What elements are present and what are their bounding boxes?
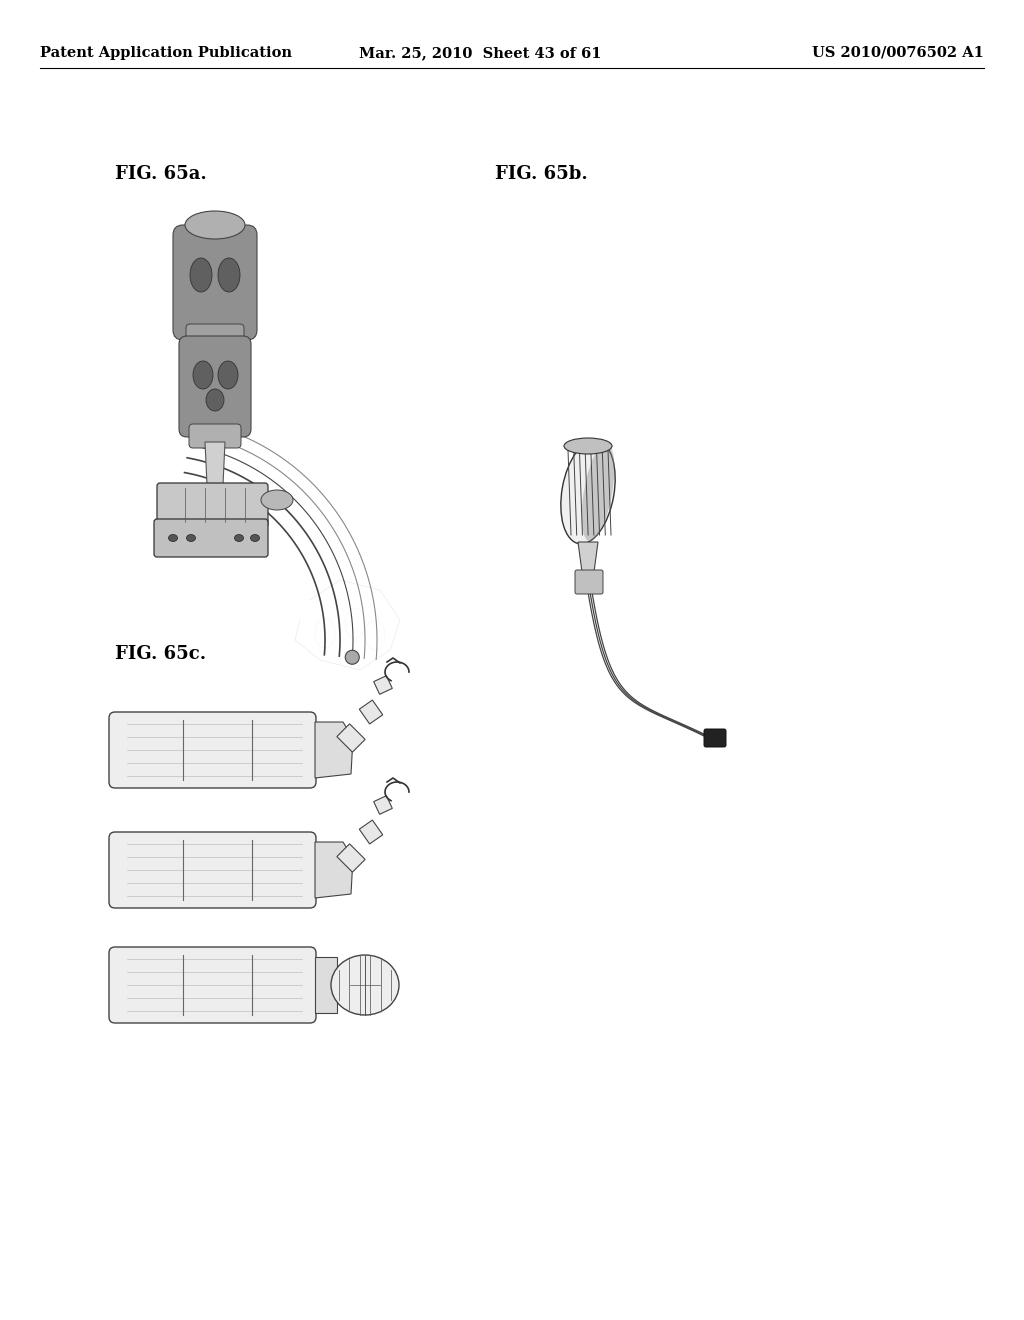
Ellipse shape bbox=[261, 490, 293, 510]
FancyBboxPatch shape bbox=[186, 323, 244, 350]
Ellipse shape bbox=[582, 442, 614, 541]
Ellipse shape bbox=[251, 535, 259, 541]
Text: Mar. 25, 2010  Sheet 43 of 61: Mar. 25, 2010 Sheet 43 of 61 bbox=[358, 46, 601, 59]
Ellipse shape bbox=[564, 438, 612, 454]
FancyBboxPatch shape bbox=[154, 519, 268, 557]
Ellipse shape bbox=[185, 211, 245, 239]
FancyBboxPatch shape bbox=[173, 224, 257, 341]
Text: FIG. 65a.: FIG. 65a. bbox=[115, 165, 207, 183]
FancyBboxPatch shape bbox=[109, 711, 316, 788]
Polygon shape bbox=[374, 676, 392, 694]
Ellipse shape bbox=[186, 535, 196, 541]
Polygon shape bbox=[315, 722, 353, 777]
FancyBboxPatch shape bbox=[189, 424, 241, 447]
FancyBboxPatch shape bbox=[575, 570, 603, 594]
Polygon shape bbox=[359, 820, 383, 843]
Polygon shape bbox=[374, 796, 392, 814]
Text: US 2010/0076502 A1: US 2010/0076502 A1 bbox=[812, 46, 984, 59]
Polygon shape bbox=[359, 700, 383, 723]
Ellipse shape bbox=[218, 360, 238, 389]
Text: FIG. 65c.: FIG. 65c. bbox=[115, 645, 206, 663]
Polygon shape bbox=[578, 543, 598, 572]
FancyBboxPatch shape bbox=[109, 946, 316, 1023]
Polygon shape bbox=[205, 442, 225, 484]
Ellipse shape bbox=[190, 257, 212, 292]
Text: Patent Application Publication: Patent Application Publication bbox=[40, 46, 292, 59]
Ellipse shape bbox=[193, 360, 213, 389]
Ellipse shape bbox=[345, 651, 359, 664]
FancyBboxPatch shape bbox=[157, 483, 268, 527]
Polygon shape bbox=[315, 957, 337, 1012]
Ellipse shape bbox=[206, 389, 224, 411]
FancyBboxPatch shape bbox=[109, 832, 316, 908]
Ellipse shape bbox=[234, 535, 244, 541]
Ellipse shape bbox=[218, 257, 240, 292]
Polygon shape bbox=[337, 843, 366, 873]
Text: FIG. 65b.: FIG. 65b. bbox=[495, 165, 588, 183]
Ellipse shape bbox=[331, 954, 399, 1015]
FancyBboxPatch shape bbox=[179, 337, 251, 437]
FancyBboxPatch shape bbox=[705, 729, 726, 747]
Ellipse shape bbox=[561, 440, 615, 544]
Polygon shape bbox=[337, 723, 366, 752]
Ellipse shape bbox=[169, 535, 177, 541]
Polygon shape bbox=[315, 842, 353, 898]
